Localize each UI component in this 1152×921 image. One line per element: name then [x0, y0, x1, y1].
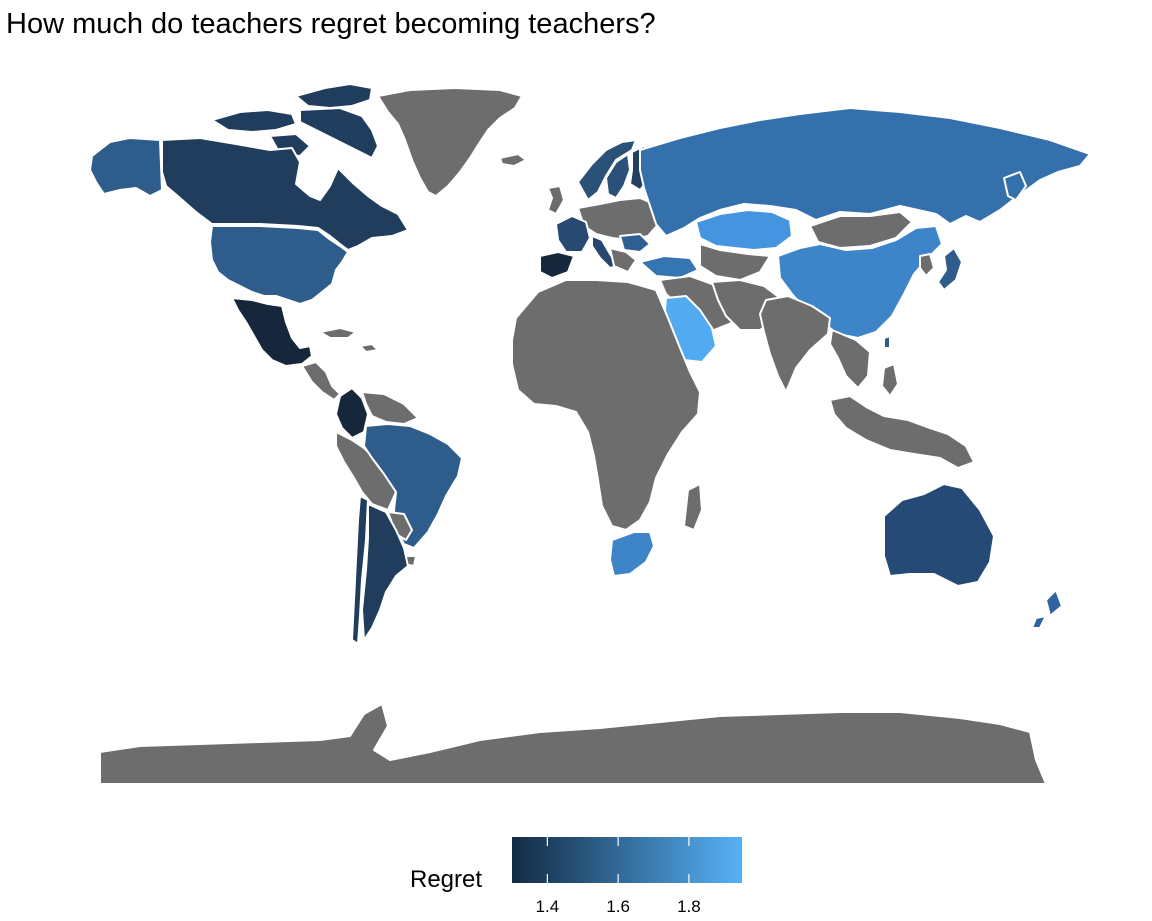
united-kingdom — [547, 185, 565, 215]
balkans — [609, 247, 637, 273]
mongolia — [809, 211, 913, 249]
colorbar-tick-label: 1.8 — [677, 897, 701, 916]
central-asia — [699, 243, 771, 281]
colorbar-ticks — [546, 837, 690, 883]
greenland — [377, 87, 523, 197]
russia — [639, 107, 1091, 237]
central-america — [301, 361, 341, 401]
united-states — [209, 225, 349, 305]
canada — [161, 137, 409, 251]
korea — [919, 253, 935, 277]
canada-arctic-islands — [211, 83, 379, 159]
brazil — [363, 423, 463, 549]
japan — [937, 247, 963, 291]
philippines — [881, 363, 899, 397]
peru-bolivia — [335, 431, 397, 511]
taiwan — [883, 335, 891, 349]
venezuela-guianas — [361, 391, 419, 425]
sweden — [605, 153, 631, 199]
iceland — [499, 153, 527, 167]
southeast-asia — [829, 329, 871, 389]
argentina — [361, 503, 409, 641]
europe-central — [577, 197, 661, 241]
colombia — [335, 387, 369, 439]
kamchatka — [1003, 171, 1027, 201]
legend-title: Regret — [410, 866, 483, 893]
kazakhstan — [695, 209, 793, 251]
africa — [511, 279, 701, 531]
colorbar — [512, 837, 742, 883]
norway — [577, 139, 637, 201]
new-zealand — [1031, 589, 1063, 629]
indonesia — [829, 395, 975, 469]
south-africa — [609, 531, 655, 577]
romania — [619, 233, 651, 253]
india — [759, 295, 831, 393]
turkey — [639, 255, 699, 279]
antarctica — [99, 703, 1047, 785]
chile — [351, 495, 369, 645]
colorbar-tick-label: 1.4 — [535, 897, 560, 916]
madagascar — [683, 483, 703, 531]
australia — [883, 483, 995, 587]
france — [555, 215, 591, 253]
spain — [539, 251, 575, 279]
colorbar-tick-label: 1.6 — [606, 897, 630, 916]
alaska — [89, 137, 163, 197]
caribbean — [319, 327, 379, 353]
mexico — [231, 297, 313, 367]
map-title: How much do teachers regret becoming tea… — [6, 8, 656, 40]
